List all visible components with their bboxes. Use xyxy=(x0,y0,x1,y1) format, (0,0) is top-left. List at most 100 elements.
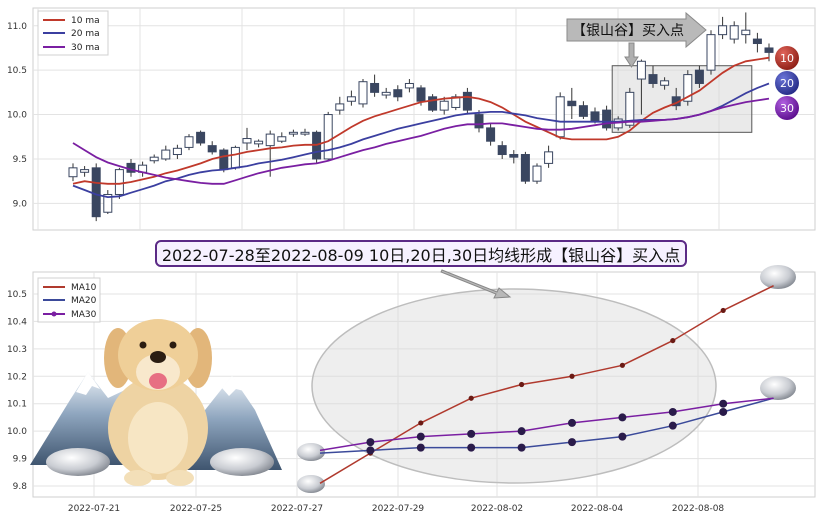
ma-line-30ma xyxy=(72,97,770,185)
ma-point-MA30 xyxy=(668,407,677,416)
candle-body xyxy=(207,145,217,153)
top-y-axis: 9.0 9.5 10.0 10.5 11.0 xyxy=(7,22,27,210)
top-ytick-label: 11.0 xyxy=(7,22,27,32)
ma-point-MA10 xyxy=(418,420,424,426)
ma10-badge-label: 10 xyxy=(780,52,794,65)
bottom-legend: MA10 MA20 MA30 xyxy=(37,277,101,323)
chart-title: 2022-07-28至2022-08-09 10日,20日,30日均线形成【银山… xyxy=(161,245,681,265)
candle-body xyxy=(648,74,658,84)
ingot-start-lower xyxy=(297,475,325,493)
candle-body xyxy=(567,100,577,107)
ingot-base xyxy=(210,448,274,476)
candle-body xyxy=(103,193,113,213)
buy-point-callout: 【银山谷】买入点 xyxy=(566,11,707,68)
ma-point-MA10 xyxy=(619,362,626,368)
dog-illustration xyxy=(104,319,212,486)
bottom-xtick-label: 2022-08-02 xyxy=(471,504,523,514)
candle-body xyxy=(497,145,507,156)
candle-body xyxy=(729,25,739,40)
ingot-end-upper xyxy=(760,265,796,289)
candle-body xyxy=(161,149,171,160)
ma30-badge xyxy=(775,96,799,120)
dog-tongue xyxy=(149,373,167,389)
ingot-base xyxy=(46,448,110,476)
legend-ma10-label: MA10 xyxy=(71,283,97,293)
candle-body xyxy=(741,29,751,36)
candle-body xyxy=(509,154,519,158)
ma-point-MA30 xyxy=(568,418,576,427)
bottom-line-panel: 9.8 9.9 10.0 10.1 10.2 10.3 10.4 10.5 2022-07-2… xyxy=(7,265,816,514)
bottom-xtick-label: 2022-07-29 xyxy=(372,504,425,514)
ma-point-MA20 xyxy=(568,438,576,447)
bottom-xtick-label: 2022-07-21 xyxy=(68,504,120,514)
ma-point-MA20 xyxy=(618,432,627,441)
ellipse-pointer-arrow xyxy=(440,269,512,299)
callout-arrow-shape xyxy=(566,11,707,49)
silver-ingots-left xyxy=(46,448,274,476)
candle-body xyxy=(544,151,554,164)
candle-body xyxy=(764,47,774,53)
bottom-ma-lines xyxy=(319,285,774,484)
candle-body xyxy=(219,149,229,171)
ma20-badge-label: 20 xyxy=(780,77,794,90)
legend-10ma-label: 10 ma xyxy=(71,16,100,26)
mountain-snowcap-right xyxy=(222,376,244,396)
candle-body xyxy=(254,140,264,145)
candle-body xyxy=(149,156,159,162)
candle-body xyxy=(114,169,124,195)
candle-body xyxy=(462,91,472,111)
candle-body xyxy=(416,87,426,102)
silver-ingots-decor xyxy=(297,265,796,493)
candle-body xyxy=(625,91,635,126)
ma-line-10ma xyxy=(72,56,770,185)
bottom-xtick-label: 2022-08-08 xyxy=(672,504,725,514)
ma-point-MA10 xyxy=(670,337,676,344)
candle-body xyxy=(683,74,693,102)
legend-ma30-marker xyxy=(51,311,57,317)
candle-body xyxy=(578,105,588,117)
dog-eye-left xyxy=(139,341,147,349)
ma-point-MA30 xyxy=(517,427,526,436)
bottom-xtick-label: 2022-07-25 xyxy=(170,504,222,514)
candle-body xyxy=(370,82,380,93)
bottom-x-axis: 2022-07-21 2022-07-25 2022-07-27 2022-07-29… xyxy=(68,504,725,514)
candle-body xyxy=(555,96,565,138)
candle-body xyxy=(242,138,252,144)
ma-point-MA30 xyxy=(719,399,728,408)
dog-muzzle xyxy=(136,354,180,390)
ma30-badge-label: 30 xyxy=(780,102,794,115)
candle-body xyxy=(184,136,194,148)
candle-body xyxy=(718,25,728,36)
legend-ma30-label: MA30 xyxy=(71,310,97,320)
callout-down-arrow xyxy=(624,42,639,68)
ma-line-MA10 xyxy=(319,285,774,484)
candle-body xyxy=(196,131,206,144)
candle-body xyxy=(520,154,530,182)
bottom-xtick-label: 2022-08-04 xyxy=(571,504,624,514)
ma-point-MA30 xyxy=(416,432,425,441)
candle-body xyxy=(660,80,670,86)
ma-point-MA20 xyxy=(517,443,526,452)
candle-body xyxy=(265,133,275,147)
mountain-snowcap-left xyxy=(76,372,100,395)
chart-title-banner: 2022-07-28至2022-08-09 10日,20日,30日均线形成【银山… xyxy=(155,240,687,267)
candle-body xyxy=(277,136,287,142)
ma-point-MA20 xyxy=(668,421,677,430)
candle-body xyxy=(300,131,310,135)
bottom-ytick-label: 10.0 xyxy=(7,427,27,437)
candle-body xyxy=(486,127,496,142)
legend-ma20-label: MA20 xyxy=(71,296,97,306)
bottom-ytick-label: 9.8 xyxy=(13,482,28,492)
top-ytick-label: 9.0 xyxy=(13,199,28,209)
dog-paw-right xyxy=(166,470,194,486)
candle-body xyxy=(358,81,368,105)
candle-body xyxy=(404,82,414,89)
bottom-xtick-label: 2022-07-27 xyxy=(271,504,323,514)
top-candlestick-panel: 9.0 9.5 10.0 10.5 11.0 10 ma 20 ma 30 ma 【银山… xyxy=(7,7,816,231)
candle-body xyxy=(752,38,762,45)
ma20-badge xyxy=(775,71,799,95)
dog-eye-right xyxy=(169,341,177,349)
ma-point-MA10 xyxy=(468,395,474,401)
ma-point-MA30 xyxy=(366,438,375,447)
